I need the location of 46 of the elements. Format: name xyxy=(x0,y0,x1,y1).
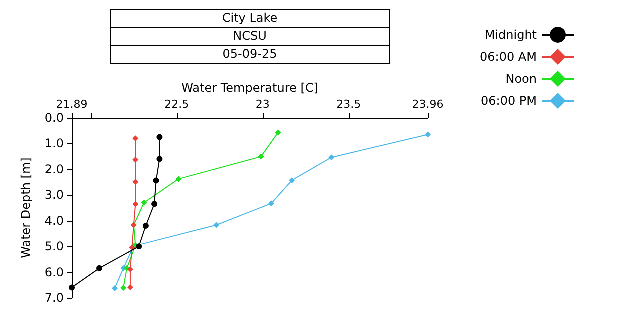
x-tick-label: 21.89 xyxy=(56,98,88,111)
point xyxy=(289,177,296,184)
point xyxy=(152,201,158,208)
y-axis-title: Water Depth [m] xyxy=(19,158,33,258)
point xyxy=(142,223,149,229)
y-tick-label: 0.0 xyxy=(44,111,64,125)
legend-label: 06:00 PM xyxy=(481,94,537,108)
point xyxy=(176,176,182,182)
x-tick-label: 23.5 xyxy=(336,98,362,111)
point xyxy=(425,132,431,138)
x-axis-title: Water Temperature [C] xyxy=(182,81,318,95)
point xyxy=(275,130,282,136)
point xyxy=(268,200,274,207)
point xyxy=(213,222,220,228)
point xyxy=(136,244,142,250)
text: 05-09-25 xyxy=(110,45,390,64)
point xyxy=(141,200,148,206)
point xyxy=(328,154,335,161)
point xyxy=(132,156,139,163)
point xyxy=(132,136,139,142)
point xyxy=(258,154,264,160)
legend-label: 06:00 AM xyxy=(480,50,537,64)
point xyxy=(153,178,160,184)
chart-title: City Lake xyxy=(110,9,390,28)
y-tick-label: 3.0 xyxy=(44,188,64,202)
point xyxy=(127,266,134,272)
legend-label: Noon xyxy=(506,72,537,86)
point xyxy=(69,284,75,291)
point xyxy=(96,265,103,272)
y-tick-label: 1.0 xyxy=(44,136,64,151)
chart-subtitle: NCSU xyxy=(110,27,390,46)
x-tick-label: 23 xyxy=(256,98,270,111)
x-tick-label: 23.96 xyxy=(412,98,444,111)
point xyxy=(132,179,139,186)
point xyxy=(132,201,139,208)
y-tick-label: 6.0 xyxy=(44,265,64,280)
y-tick-label: 7.0 xyxy=(44,291,64,305)
point xyxy=(156,156,163,162)
x-tick-label: 22.5 xyxy=(164,98,190,111)
y-tick-label: 4.0 xyxy=(44,214,64,228)
y-tick-label: 2.0 xyxy=(44,162,64,176)
point xyxy=(156,134,163,140)
legend-label: Midnight xyxy=(484,28,538,42)
y-tick-label: 5.0 xyxy=(44,240,64,254)
point xyxy=(112,285,118,292)
point xyxy=(120,284,127,291)
